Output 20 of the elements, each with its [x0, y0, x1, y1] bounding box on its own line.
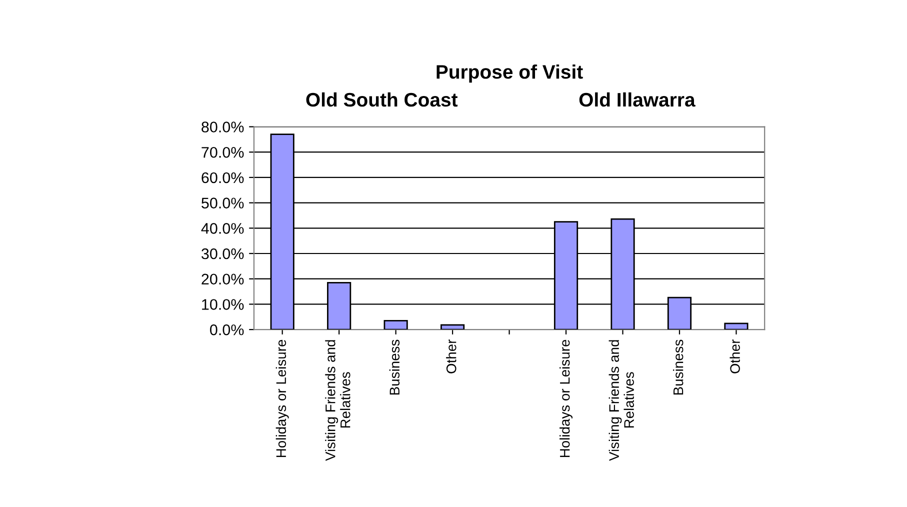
x-tick-label: Business: [389, 340, 400, 394]
text: Old South Coast: [306, 92, 458, 107]
y-tick-label: 30.0%: [202, 248, 244, 260]
y-tick-label: 0.0%: [210, 324, 244, 336]
y-tick-label: 40.0%: [201, 223, 244, 234]
y-tick-label: 80.0%: [202, 122, 244, 132]
y-tick-label: 60.0%: [202, 172, 244, 184]
x-tick-label: Business: [673, 340, 684, 394]
y-tick-label: 20.0%: [202, 274, 244, 285]
x-tick-label: Holidays or Leisure: [276, 340, 289, 458]
y-tick-label: 10.0%: [202, 299, 244, 310]
y-tick-label: 50.0%: [202, 198, 244, 208]
x-tick-label: Holidays or Leisure: [560, 340, 572, 458]
text: Old Illawarra: [579, 92, 696, 107]
x-tick-label: Other: [730, 340, 740, 374]
chart-title: Purpose of Visit: [436, 64, 583, 83]
x-tick-label: Visiting Friends and Relatives: [608, 340, 634, 461]
y-tick-label: 70.0%: [202, 146, 244, 158]
x-tick-label: Visiting Friends and Relatives: [325, 340, 350, 461]
x-tick-label: Other: [446, 340, 456, 374]
